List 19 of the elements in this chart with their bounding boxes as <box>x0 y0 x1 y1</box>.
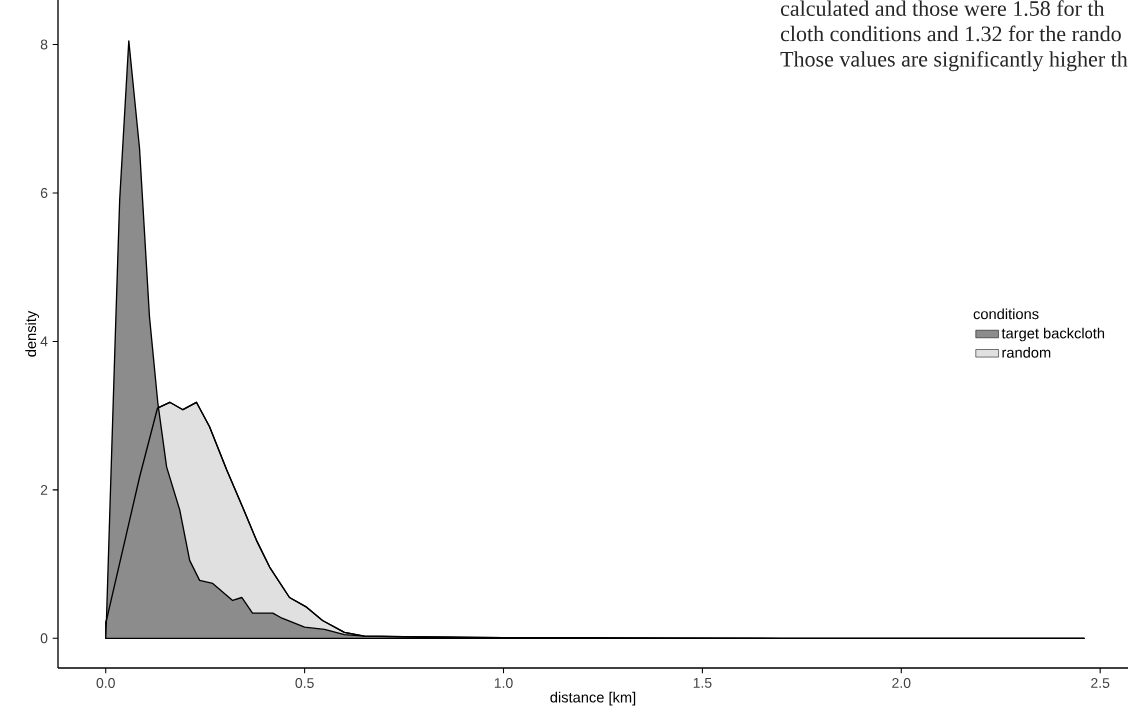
y-tick-label: 2 <box>40 484 48 495</box>
annotation: cloth conditions and 1.32 for the rando <box>780 25 1121 42</box>
y-tick-label: 4 <box>40 336 48 347</box>
x-tick-label: 2.0 <box>892 678 911 688</box>
x-tick-label: 2.5 <box>1091 678 1110 688</box>
x-tick-label: 1.5 <box>693 678 712 688</box>
x-tick-label: 0.5 <box>295 678 314 688</box>
y-tick-label: 8 <box>40 39 48 50</box>
y-tick-label: 0 <box>40 633 48 644</box>
x-tick-label: 0.0 <box>96 678 115 688</box>
legend-label: random <box>1002 346 1051 358</box>
y-axis-title: density <box>25 310 40 357</box>
legend-title: conditions <box>973 308 1039 320</box>
annotation: calculated and those were 1.58 for th <box>780 0 1105 17</box>
x-axis-title: distance [km] <box>550 691 636 706</box>
x-tick-label: 1.0 <box>494 678 513 688</box>
legend-label: target backcloth <box>1001 327 1105 342</box>
annotation: Those values are significantly higher th <box>780 50 1128 72</box>
y-tick-label: 6 <box>40 188 48 198</box>
